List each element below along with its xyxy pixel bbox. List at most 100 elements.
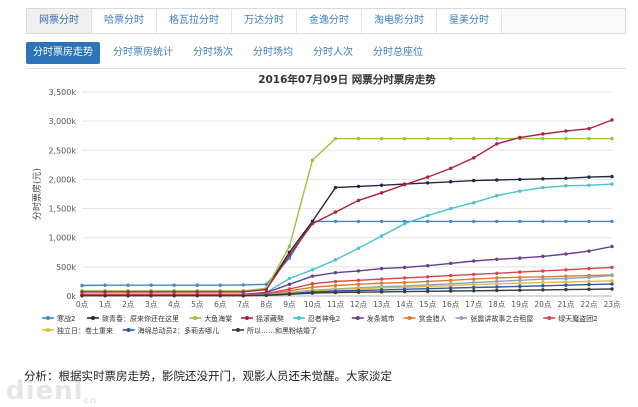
data-point [172,294,176,298]
data-point [587,175,591,179]
data-point [587,136,591,141]
data-point [448,136,453,141]
legend-marker [126,328,131,332]
data-point [356,219,361,224]
data-point [103,290,107,294]
data-point [425,284,430,289]
data-point [402,265,407,270]
legend-label: 寒战2 [57,314,75,323]
tab-gewara[interactable]: 格瓦拉分时 [157,9,232,33]
data-point [448,286,453,290]
subtab-attendance[interactable]: 分时人次 [313,47,353,58]
tab-xingmei[interactable]: 星美分时 [437,9,502,33]
data-point [310,219,315,224]
data-point [610,136,614,141]
tab-jinyi[interactable]: 金逸分时 [297,9,362,33]
subtab-screenings[interactable]: 分时场次 [193,47,233,58]
data-point [541,219,545,224]
tab-taodianying[interactable]: 淘电影分时 [362,9,437,33]
legend-label: 海绵总动员2：多莉去哪儿 [138,326,219,335]
data-point [333,219,338,224]
subtab-box-office-trend[interactable]: 分时票房走势 [26,42,100,64]
data-point [379,281,384,285]
data-point [587,127,591,131]
data-point [402,182,407,187]
data-point [310,285,315,289]
subtab-total-seats[interactable]: 分时总座位 [373,47,423,58]
data-point [495,276,499,280]
data-point [610,118,614,122]
data-point [518,135,522,140]
x-tick-label: 13点 [373,300,391,309]
data-point [310,158,315,162]
legend-marker [296,316,301,320]
data-point [425,213,430,218]
data-point [495,178,499,182]
data-point [310,268,315,272]
data-point [472,178,476,183]
data-point [425,136,430,141]
data-point [472,289,476,293]
data-point [472,136,476,141]
y-tick-label: 0k [66,292,76,301]
tab-wangpiao[interactable]: 网票分时 [27,9,92,33]
data-point [587,275,591,280]
data-point [518,284,522,289]
x-tick-label: 8点 [260,300,273,309]
x-tick-label: 21点 [557,300,575,309]
data-point [541,177,545,181]
x-tick-label: 18点 [488,300,506,309]
data-point [195,283,199,287]
data-point [195,294,199,298]
data-point [402,276,407,280]
data-point [472,277,476,281]
data-point [495,288,499,293]
legend-label: 忍者神龟2 [308,314,340,323]
data-point [564,287,568,292]
data-point [379,219,384,224]
data-point [264,293,269,298]
data-point [425,181,430,185]
series-line [82,266,613,296]
data-point [541,284,545,288]
y-tick-label: 2,500k [48,146,76,155]
data-point [103,283,107,287]
data-point [472,272,476,277]
series-line [82,288,613,297]
subtab-box-office-stats[interactable]: 分时票房统计 [113,47,173,58]
tab-hapiao[interactable]: 哈票分时 [92,9,157,33]
tab-wanda[interactable]: 万达分时 [232,9,297,33]
legend-label: 张震讲故事之合租屋 [470,314,533,323]
data-point [379,136,384,141]
x-tick-label: 6点 [214,300,227,309]
data-point [518,281,522,285]
data-point [610,273,614,278]
data-point [448,206,453,211]
y-tick-label: 1,500k [48,205,76,214]
data-point [495,279,499,284]
data-point [472,219,476,224]
data-point [264,287,269,292]
data-point [587,266,591,271]
data-point [472,156,476,160]
data-point [541,277,545,281]
data-point [356,198,361,203]
legend-marker [236,328,240,332]
data-point [379,290,384,294]
subtab-average[interactable]: 分时场均 [253,47,293,58]
x-tick-label: 19点 [511,300,529,309]
legend-label: 所以……和黑粉结婚了 [247,326,317,335]
data-point [472,285,476,290]
data-point [287,287,292,291]
divider [26,68,626,69]
data-point [541,288,545,292]
data-point [379,234,384,238]
data-point [425,287,430,291]
data-point [541,254,545,259]
data-point [287,282,292,287]
data-point [310,291,315,295]
data-point [518,275,522,280]
data-point [333,185,338,190]
data-point [564,280,568,284]
data-point [448,289,453,293]
